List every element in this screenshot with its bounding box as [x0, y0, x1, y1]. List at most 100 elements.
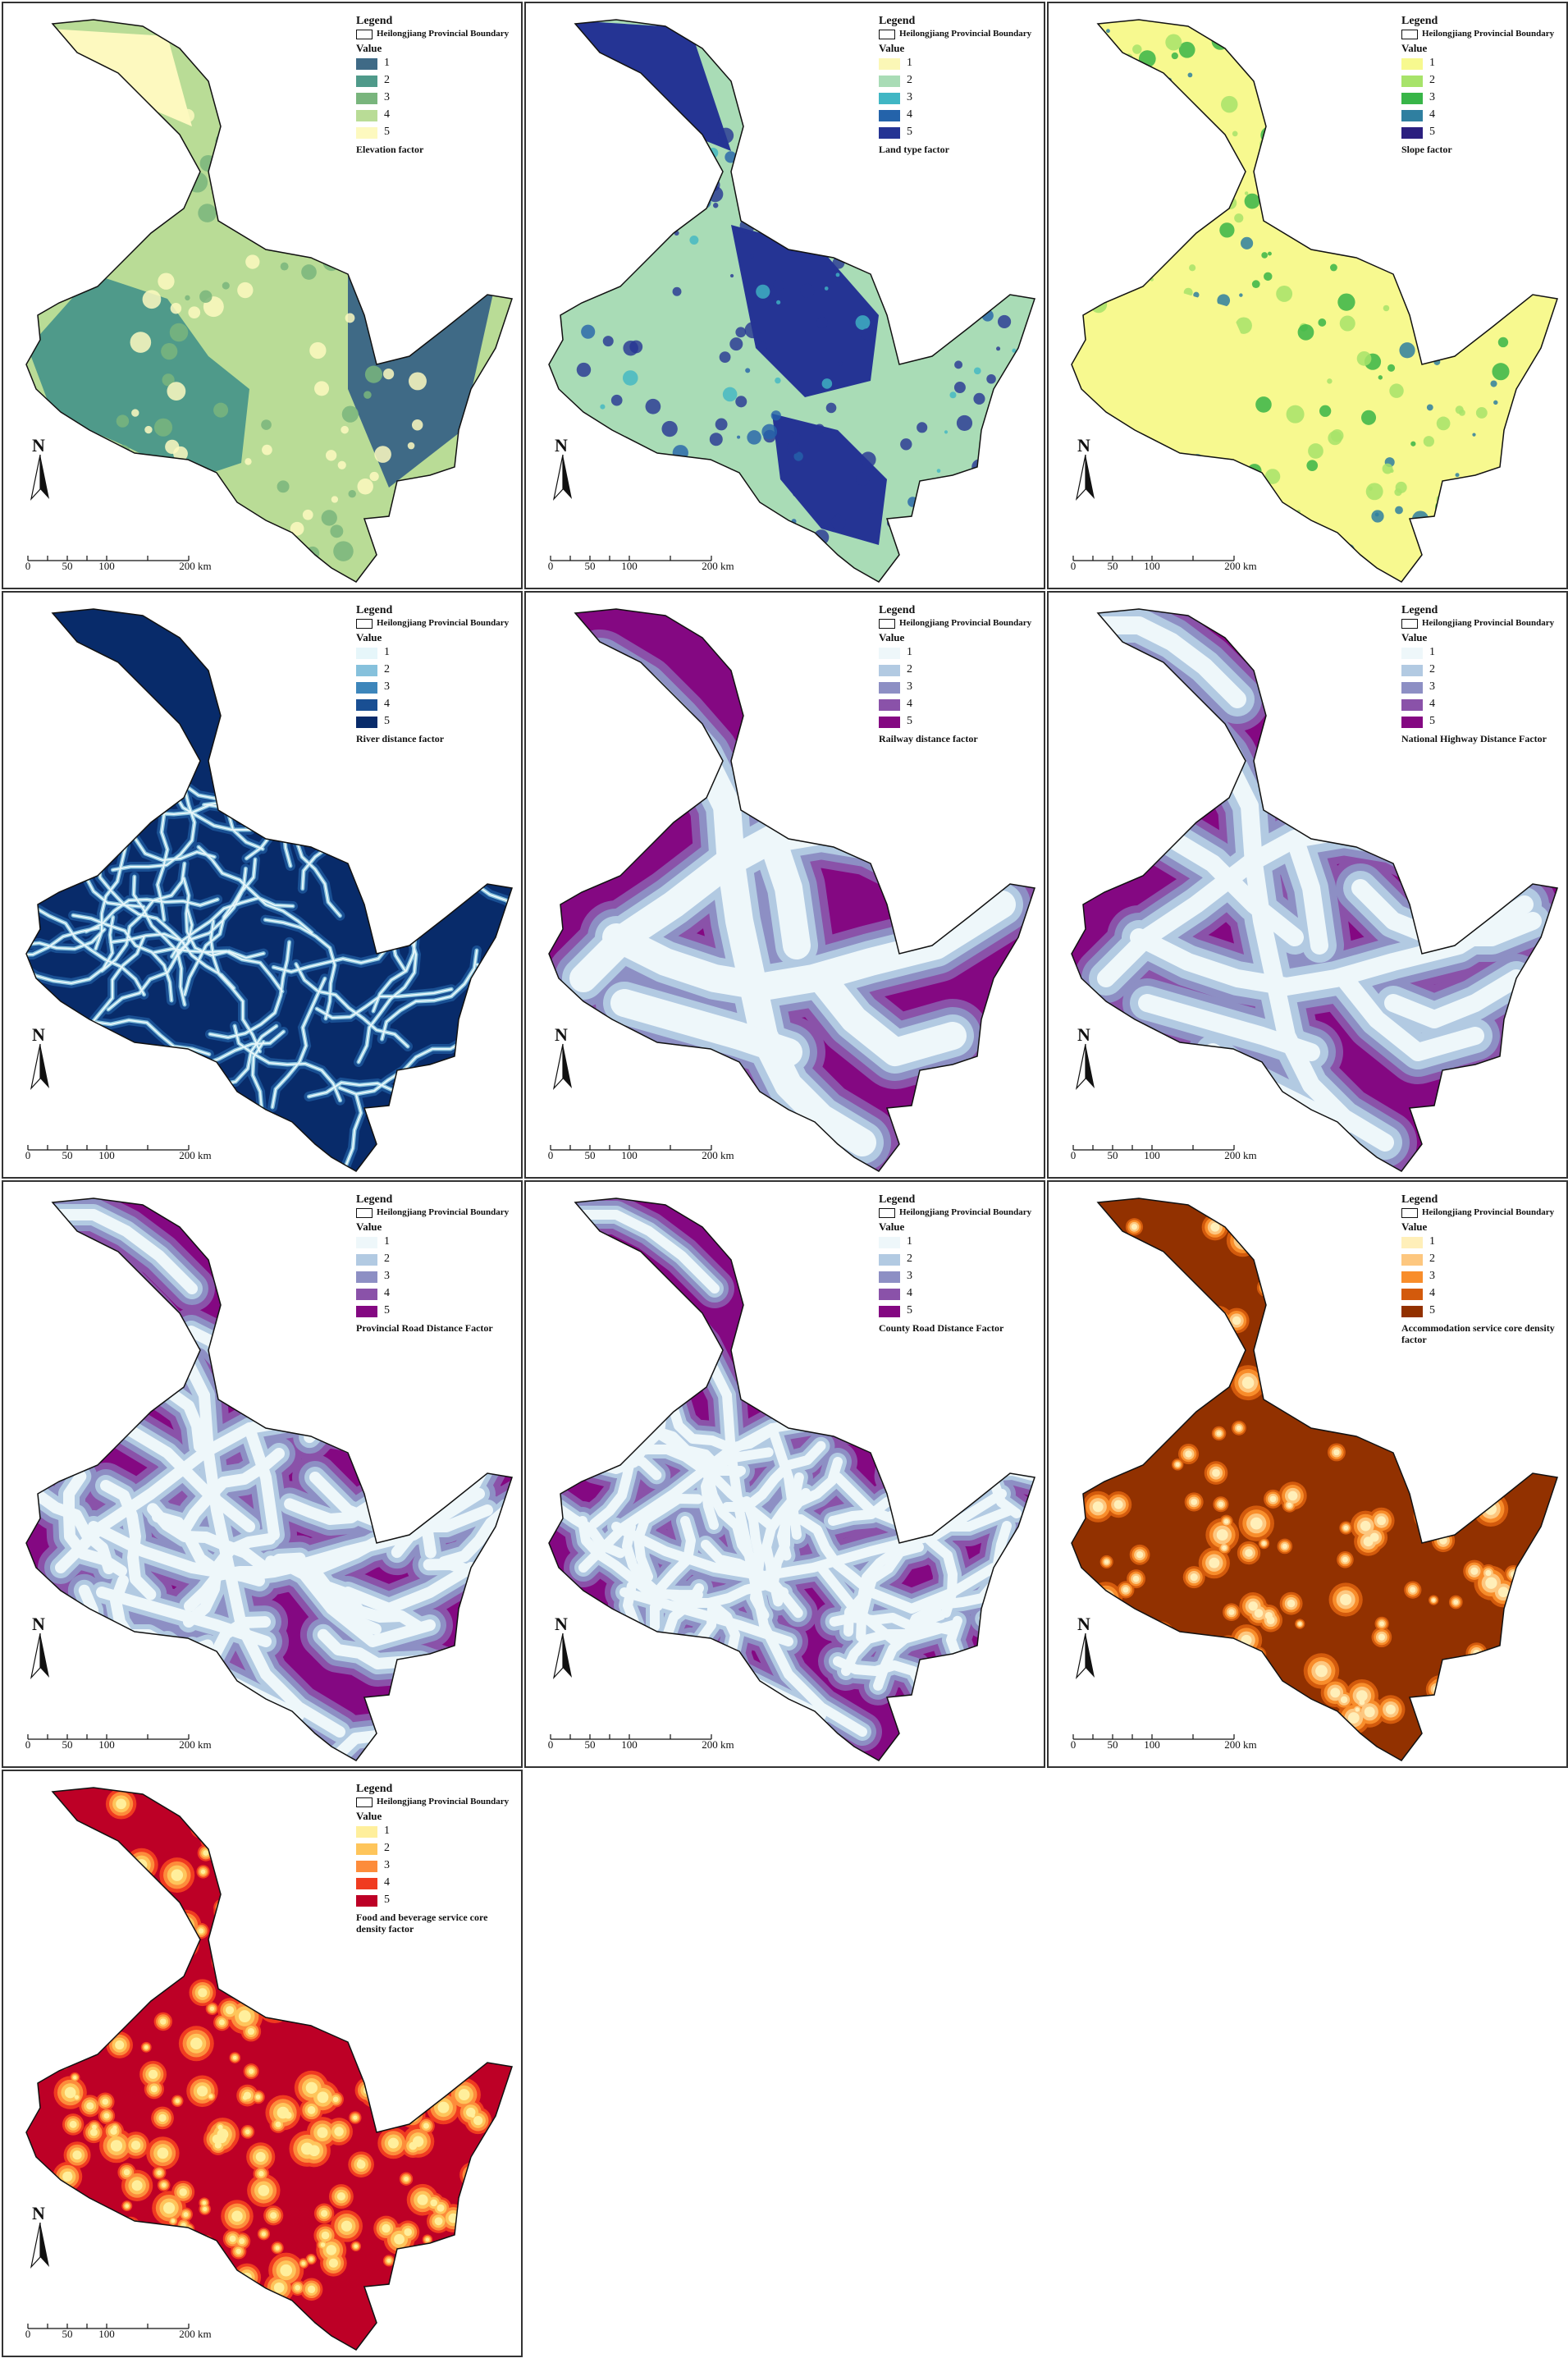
elevation-patch [222, 282, 230, 290]
slope-patch [1327, 378, 1333, 384]
legend-swatch [1401, 1271, 1423, 1283]
density-class-2 [1154, 1400, 1170, 1417]
elevation-patch [142, 290, 162, 309]
scale-bar-graphic [550, 556, 712, 561]
legend-value-title: Value [356, 1220, 382, 1234]
density-class-2 [275, 1955, 294, 1974]
legend-swatch [356, 1894, 377, 1907]
legend-swatch [356, 126, 377, 139]
density-class-2 [179, 1937, 194, 1953]
density-class-2 [217, 1953, 233, 1969]
density-class-1 [66, 2171, 72, 2177]
land-patch [777, 213, 793, 231]
land-patch [665, 189, 677, 201]
legend-class-label: 5 [1429, 715, 1435, 728]
density-class-1 [332, 2096, 339, 2103]
density-class-3 [60, 2283, 71, 2292]
north-arrow-icon [552, 1043, 572, 1091]
distance-band-class-1 [578, 1516, 663, 1611]
legend-swatch [879, 57, 900, 70]
distance-band-class-1 [828, 1367, 945, 1417]
density-class-1 [291, 1872, 301, 1882]
density-class-4 [56, 2246, 85, 2276]
slope-patch [1423, 436, 1434, 447]
density-class-1 [453, 2266, 464, 2278]
legend-swatch [1401, 1305, 1423, 1317]
legend: Legend Heilongjiang Provincial Boundary Va… [356, 604, 512, 745]
density-class-1 [1364, 1706, 1375, 1718]
legend-swatch [1401, 716, 1423, 728]
slope-patch [1286, 30, 1292, 37]
boundary-label: Heilongjiang Provincial Boundary [377, 618, 510, 629]
legend-class-1: 1 [879, 1234, 1035, 1251]
density-class-3 [1108, 1661, 1131, 1684]
slope-patch [1211, 32, 1229, 50]
scale-bar-graphic [1072, 1734, 1235, 1740]
slope-patch [1429, 174, 1443, 189]
density-class-1 [130, 2141, 141, 2150]
land-patch [1008, 524, 1018, 533]
legend-class-label: 5 [384, 126, 390, 139]
legend-class-label: 5 [1429, 1304, 1435, 1317]
density-class-2 [437, 2086, 444, 2093]
legend-swatch [879, 681, 900, 694]
density-class-2 [62, 2283, 69, 2292]
slope-patch [1426, 404, 1433, 411]
density-class-1 [1497, 1587, 1509, 1598]
north-arrow-left-half [552, 1632, 564, 1680]
slope-patch [1328, 431, 1342, 446]
elevation-patch [237, 282, 254, 299]
density-class-3 [1141, 1701, 1168, 1728]
slope-patch [1276, 286, 1293, 302]
legend-class-label: 2 [384, 74, 390, 87]
density-class-1 [404, 2228, 413, 2237]
density-class-2 [71, 2215, 78, 2222]
density-class-2 [440, 2283, 456, 2299]
density-class-2 [1110, 1664, 1127, 1681]
land-patch [949, 392, 957, 399]
legend-class-label: 4 [1429, 698, 1435, 711]
density-class-1 [64, 2086, 76, 2099]
land-patch [831, 430, 838, 437]
elevation-patch [317, 135, 336, 154]
density-class-2 [113, 2292, 132, 2310]
density-class-1 [131, 2180, 143, 2191]
slope-patch [1187, 72, 1193, 78]
river-band-class-1 [368, 852, 503, 877]
land-patch [944, 430, 949, 434]
slope-patch [1384, 181, 1401, 199]
density-class-1 [1224, 1643, 1233, 1652]
density-class-1 [1378, 1633, 1386, 1641]
slope-patch [1306, 460, 1319, 472]
land-patch [645, 398, 661, 414]
slope-patch [1339, 315, 1355, 332]
elevation-patch [290, 521, 304, 536]
legend-class-4: 4 [356, 696, 512, 713]
density-class-1 [247, 2027, 255, 2035]
density-class-2 [1124, 1705, 1132, 1713]
elevation-patch [308, 217, 327, 236]
land-patch [601, 461, 612, 471]
slope-patch [1195, 140, 1207, 151]
elevation-patch [341, 405, 359, 423]
land-patch [783, 134, 799, 150]
river-band-class-1 [476, 964, 512, 1060]
land-patch [954, 360, 963, 369]
density-class-2 [135, 1916, 155, 1936]
slope-patch [1261, 181, 1265, 185]
density-class-1 [423, 2264, 433, 2276]
density-class-1 [117, 2296, 128, 2307]
density-class-4 [1326, 1717, 1337, 1729]
density-class-1 [408, 2110, 418, 2120]
density-class-1 [202, 2200, 207, 2205]
north-arrow: N [551, 1614, 575, 1685]
legend-swatch [356, 75, 377, 87]
density-class-1 [1210, 1372, 1221, 1383]
legend-class-5: 5 [879, 713, 1035, 730]
density-class-2 [1169, 1342, 1181, 1353]
density-class-3 [1230, 1652, 1247, 1669]
distance-band-class-1 [1335, 969, 1484, 1061]
land-patch [932, 488, 937, 493]
density-class-1 [275, 2121, 281, 2127]
slope-patch [1443, 278, 1460, 295]
